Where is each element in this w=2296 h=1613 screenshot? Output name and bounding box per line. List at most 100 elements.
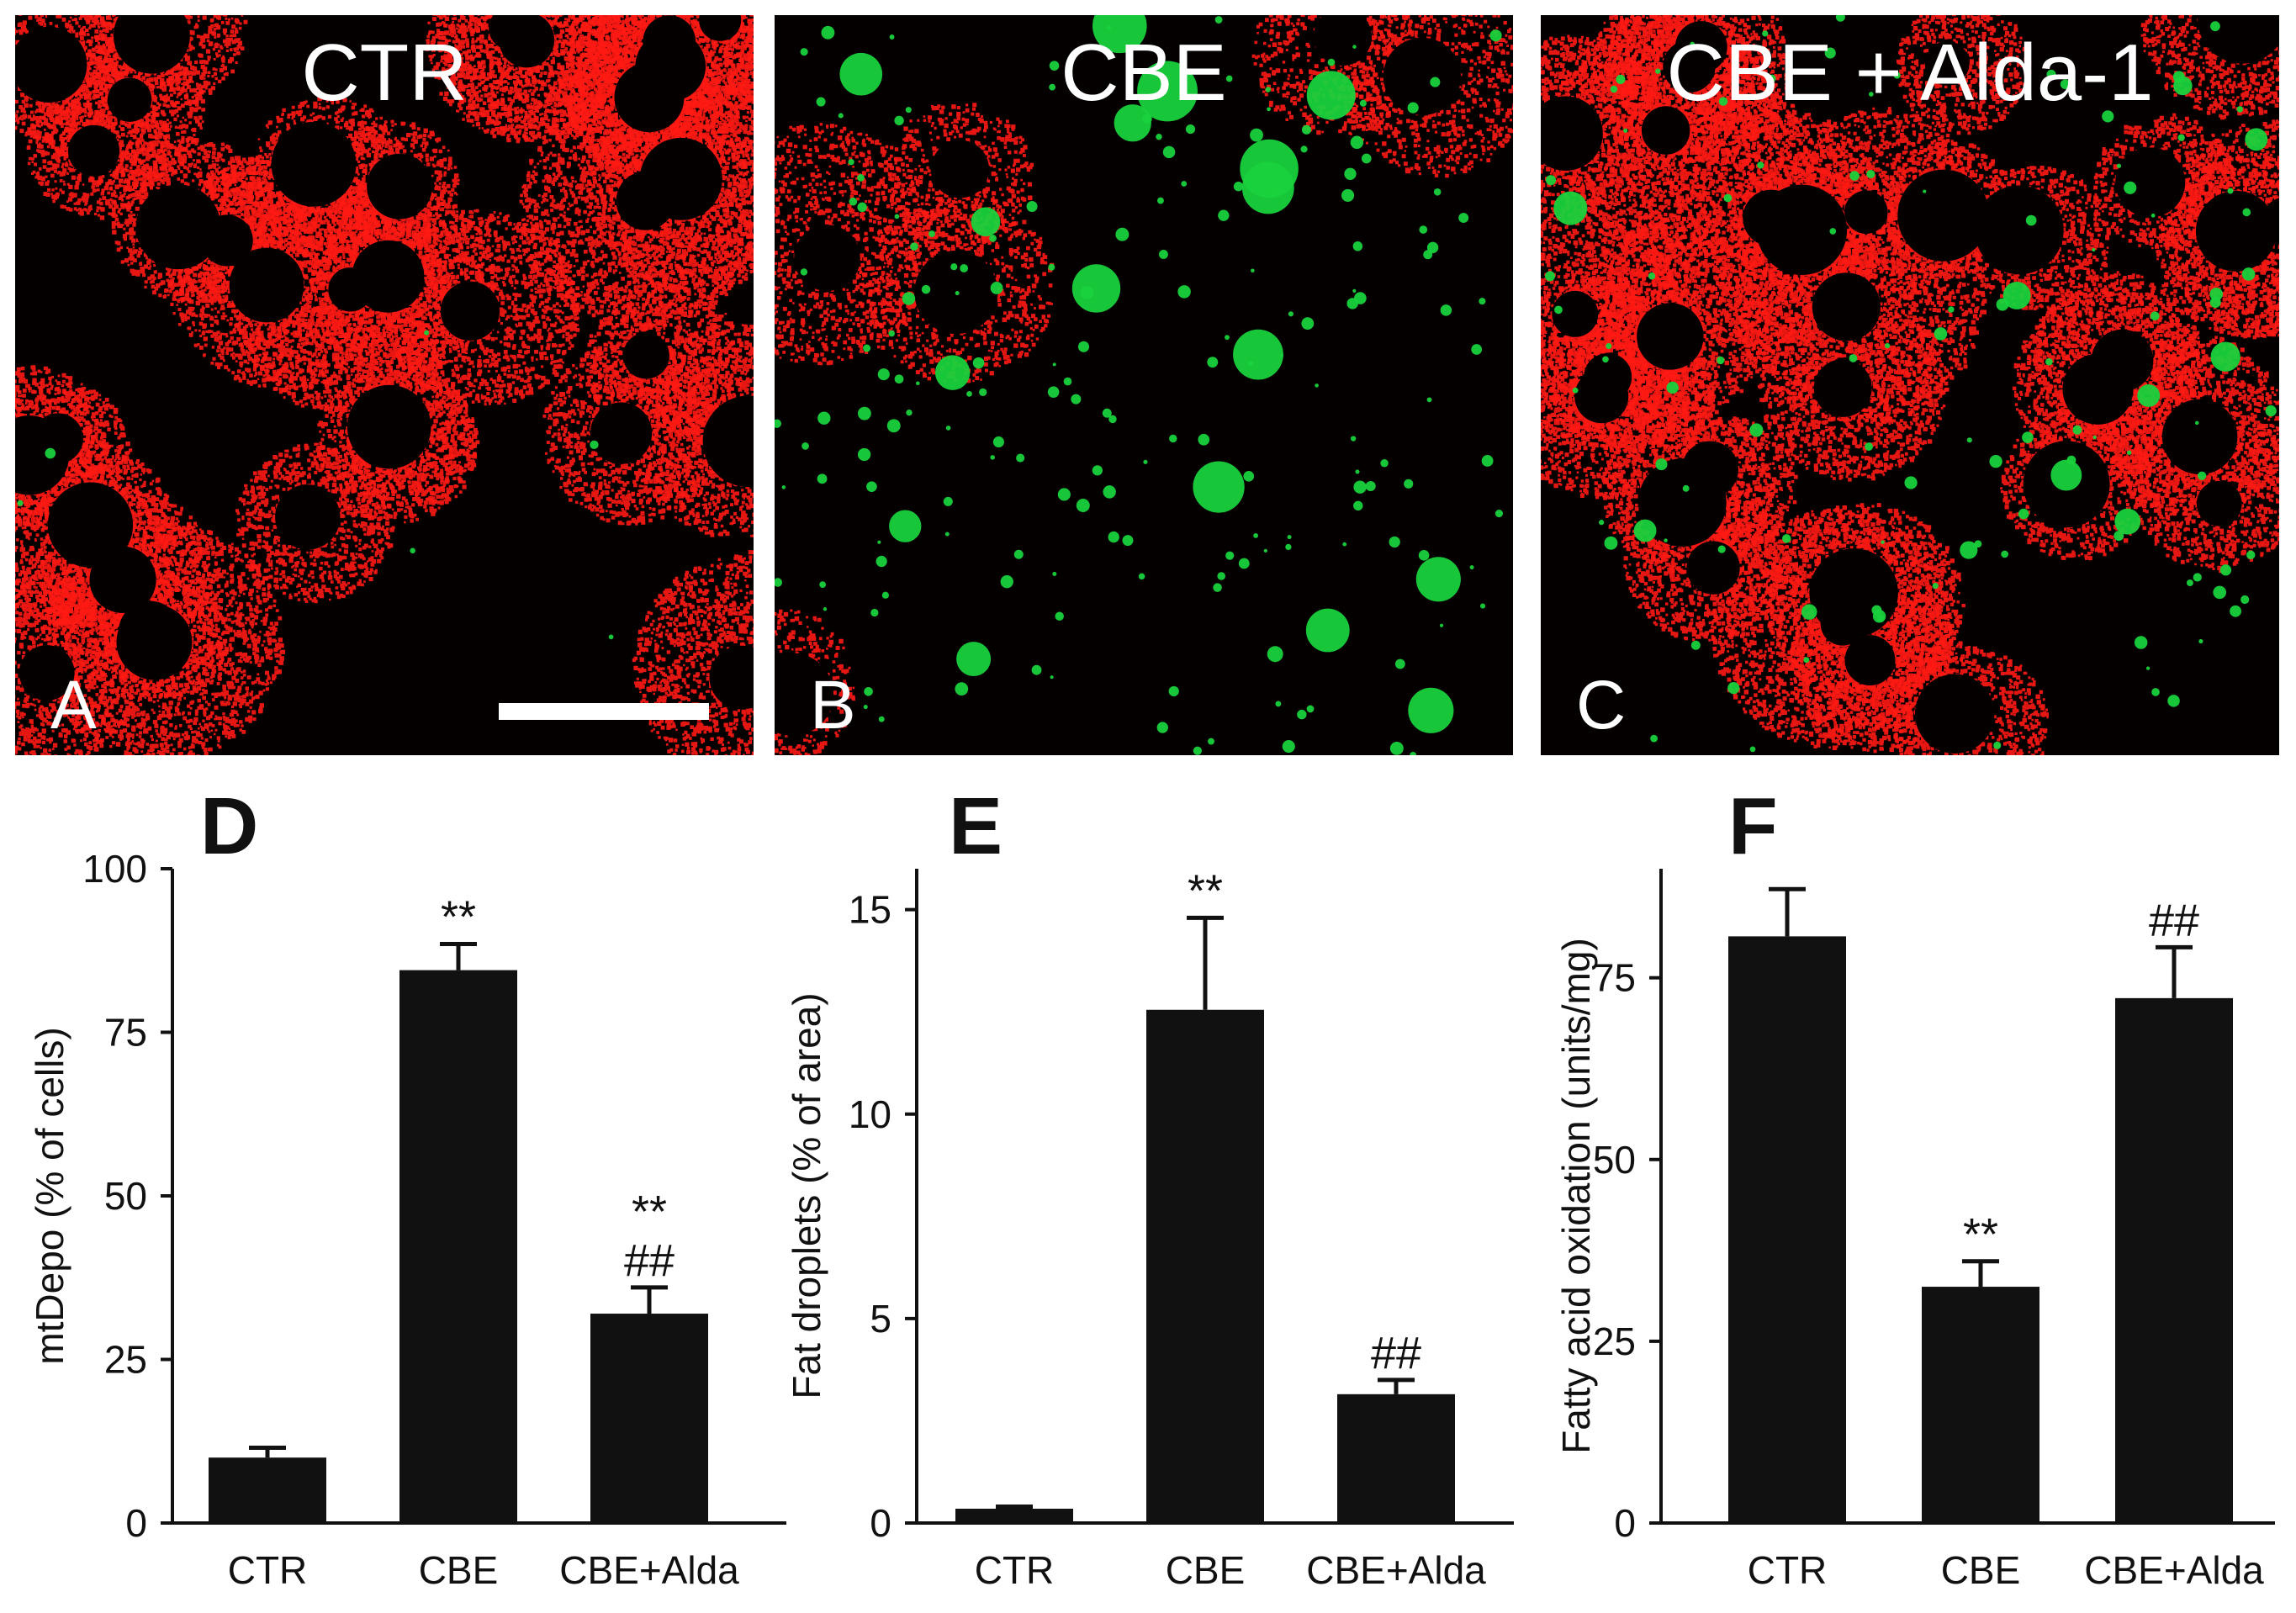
lipid-droplet: [1181, 181, 1188, 187]
lipid-droplet: [1633, 519, 1657, 542]
bar: [399, 970, 517, 1523]
nucleus: [107, 77, 152, 122]
nucleus: [1844, 190, 1888, 234]
lipid-droplet: [1168, 685, 1179, 697]
lipid-droplet: [956, 642, 992, 677]
nucleus: [616, 171, 675, 230]
lipid-droplet: [1717, 356, 1725, 365]
lipid-droplet: [857, 447, 871, 462]
nucleus: [2115, 147, 2186, 218]
lipid-droplet: [1122, 535, 1134, 547]
lipid-droplet: [1350, 436, 1357, 442]
lipid-droplet: [1418, 550, 1430, 561]
lipid-droplet: [1243, 471, 1255, 482]
lipid-droplet: [1282, 740, 1295, 754]
lipid-droplet: [1394, 658, 1405, 669]
lipid-droplet: [1365, 480, 1376, 492]
lipid-droplet: [1107, 25, 1112, 30]
lipid-droplet: [1610, 85, 1618, 93]
lipid-droplet: [1102, 408, 1112, 418]
lipid-droplet: [817, 473, 828, 484]
lipid-droplet: [1301, 124, 1312, 135]
lipid-droplet: [1881, 540, 1885, 544]
lipid-droplet: [1251, 268, 1255, 273]
lipid-droplet: [1353, 500, 1363, 511]
lipid-droplet: [1214, 16, 1223, 24]
lipid-droplet: [1655, 68, 1661, 74]
lipid-droplet: [1177, 285, 1191, 299]
cell-cluster: [15, 15, 145, 143]
lipid-droplet: [1265, 87, 1272, 93]
lipid-droplet: [1876, 614, 1885, 622]
lipid-droplet: [2145, 666, 2151, 670]
lipid-droplet: [1233, 329, 1283, 380]
lipid-droplet: [1458, 213, 1469, 224]
lipid-droplet: [971, 207, 1001, 237]
lipid-droplet: [1049, 61, 1060, 71]
lipid-droplet: [2245, 128, 2268, 151]
nucleus: [2161, 399, 2238, 475]
lipid-droplet: [2151, 213, 2156, 218]
lipid-droplet: [2210, 341, 2240, 372]
lipid-droplet: [950, 263, 958, 271]
y-tick-label: 5: [870, 1297, 891, 1341]
lipid-droplet: [889, 510, 922, 542]
nucleus: [1541, 96, 1603, 171]
lipid-droplet: [2241, 267, 2256, 281]
nucleus: [794, 225, 860, 291]
nucleus: [1914, 674, 1995, 754]
lipid-droplet: [2210, 21, 2220, 32]
nucleus: [1574, 369, 1629, 424]
cell-cluster: [632, 550, 754, 755]
lipid-droplet: [2060, 79, 2071, 89]
lipid-droplet: [1469, 565, 1474, 570]
lipid-droplet: [17, 500, 24, 506]
lipid-droplet: [2018, 508, 2029, 520]
lipid-droplet: [1342, 542, 1347, 547]
category-label: CTR: [975, 1548, 1055, 1592]
nucleus: [1637, 458, 1727, 547]
lipid-droplet: [2116, 163, 2122, 168]
nucleus: [367, 153, 432, 219]
nucleus: [271, 121, 357, 207]
lipid-droplet: [1824, 47, 1836, 59]
lipid-droplet: [1359, 99, 1367, 107]
lipid-droplet: [1407, 102, 1419, 114]
nucleus: [709, 645, 754, 710]
lipid-droplet: [1049, 83, 1056, 91]
lipid-droplet: [1389, 536, 1400, 548]
significance-marker: **: [1963, 1209, 1998, 1260]
lipid-droplet: [2066, 455, 2076, 465]
lipid-droplet: [1267, 646, 1283, 663]
lipid-droplet: [1479, 298, 1486, 305]
micrograph-ctr: CTR A: [15, 15, 754, 755]
lipid-droplet: [1208, 738, 1214, 745]
lipid-droplet: [1305, 608, 1350, 653]
lipid-droplet: [2246, 550, 2256, 560]
lipid-droplet: [1948, 306, 1955, 313]
lipid-droplet: [1650, 734, 1659, 743]
lipid-droplet: [2102, 110, 2114, 123]
chart-panel-letter: F: [1728, 781, 1778, 871]
nucleus: [440, 281, 500, 341]
lipid-droplet: [1143, 459, 1148, 464]
lipid-droplet: [2198, 638, 2203, 644]
lipid-droplet: [2213, 585, 2226, 600]
y-tick-label: 100: [82, 847, 147, 891]
lipid-droplet: [1207, 357, 1219, 368]
nucleus: [328, 267, 373, 312]
lipid-droplet: [800, 48, 808, 56]
lipid-droplet: [1156, 133, 1162, 140]
lipid-droplet: [1545, 271, 1556, 282]
lipid-droplet: [2209, 288, 2224, 301]
nucleus: [1552, 290, 1599, 337]
significance-marker: ##: [2149, 895, 2199, 945]
bar: [1728, 936, 1846, 1523]
lipid-droplet: [816, 97, 826, 107]
lipid-droplet: [1353, 480, 1367, 494]
panel-c-title: CBE + Alda-1: [1666, 28, 2154, 118]
lipid-droplet: [1092, 15, 1147, 54]
lipid-droplet: [801, 442, 809, 450]
cell-cluster: [1547, 15, 1800, 265]
